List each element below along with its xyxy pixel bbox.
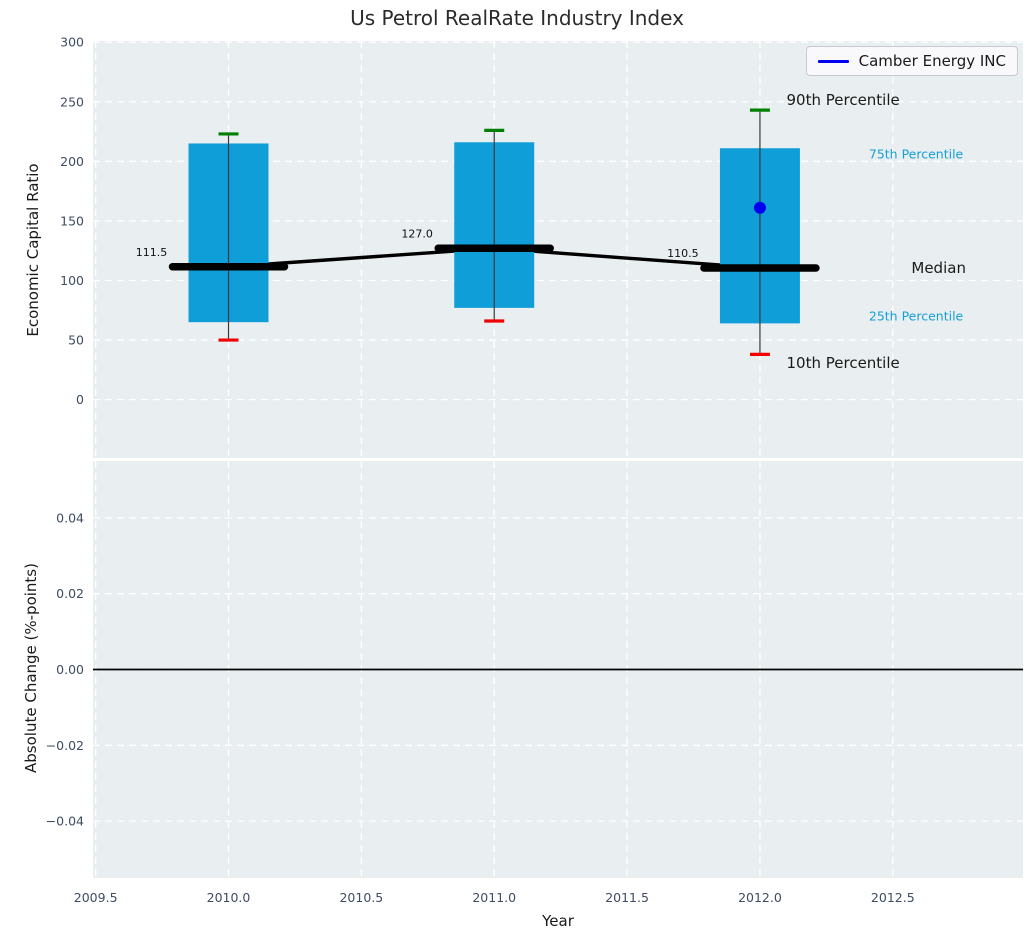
top-y-tick-label: 100 [60,273,84,288]
annotation-10th-percentile: 10th Percentile [787,354,900,372]
top-y-axis-label: Economic Capital Ratio [24,163,42,337]
chart-title: Us Petrol RealRate Industry Index [350,6,684,30]
median-value-label-2011: 127.0 [401,227,433,240]
company-data-point [753,201,766,214]
annotation-90th-percentile: 90th Percentile [787,91,900,109]
median-value-label-2012: 110.5 [667,247,699,260]
legend-label: Camber Energy INC [858,52,1006,70]
x-tick-label: 2010.5 [339,890,383,905]
x-tick-label: 2010.0 [207,890,251,905]
legend-line-swatch [817,59,849,63]
top-y-tick-label: 250 [60,94,84,109]
x-tick-label: 2012.0 [738,890,782,905]
bottom-y-tick-label: 0.00 [56,662,84,677]
bottom-y-tick-label: 0.04 [56,510,84,525]
bottom-y-tick-label: −0.02 [46,738,84,753]
top-y-tick-label: 200 [60,154,84,169]
median-value-label-2010: 111.5 [136,246,168,259]
x-tick-label: 2011.0 [472,890,516,905]
bottom-y-tick-label: 0.02 [56,586,84,601]
x-tick-label: 2009.5 [74,890,118,905]
bottom-y-axis-label: Absolute Change (%-points) [22,563,40,773]
x-tick-label: 2011.5 [605,890,649,905]
legend: Camber Energy INC [805,46,1018,76]
bottom-y-tick-label: −0.04 [46,814,84,829]
top-y-tick-label: 300 [60,35,84,50]
annotation-75th-percentile: 75th Percentile [869,147,964,162]
annotation-25th-percentile: 25th Percentile [869,309,964,324]
x-tick-label: 2012.5 [871,890,915,905]
annotation-median: Median [911,259,966,277]
top-y-tick-label: 0 [76,392,84,407]
top-y-tick-label: 50 [68,333,84,348]
x-axis-label: Year [542,912,574,930]
top-y-tick-label: 150 [60,213,84,228]
